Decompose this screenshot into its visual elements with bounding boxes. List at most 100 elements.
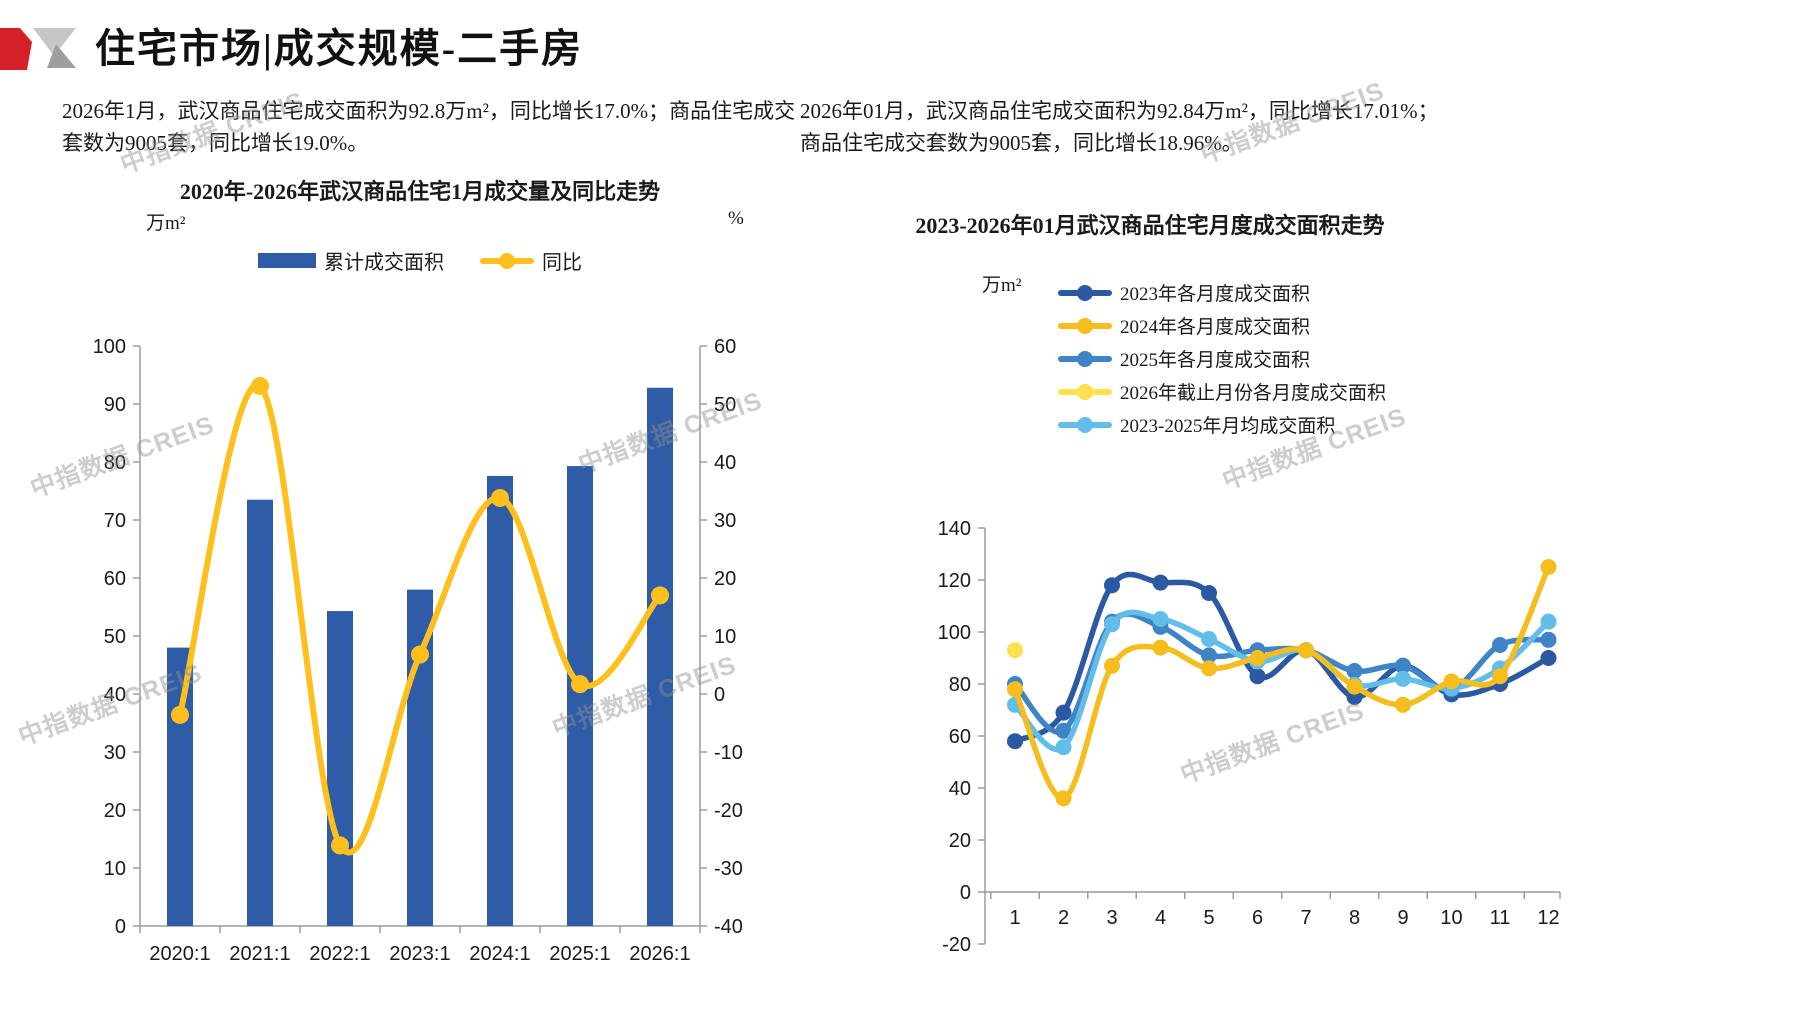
line-legend-marker-icon [1058,284,1112,301]
series-data-point [1249,668,1266,685]
month-label: 6 [1252,907,1263,929]
series-data-point [1104,616,1120,633]
legend-label: 同比 [542,252,582,274]
series-data-point [1007,681,1023,698]
series-data-point [1201,660,1217,677]
left-chart-unit-right: % [728,208,744,229]
page-title: 住宅市场|成交规模-二手房 [95,26,584,71]
category-label: 2021:1 [229,943,290,965]
bar [167,647,193,926]
bar [567,466,593,926]
bar [327,611,353,926]
month-label: 9 [1397,907,1408,929]
month-label: 12 [1537,907,1559,929]
right-chart-legend: 2023年各月度成交面积 2024年各月度成交面积 2025年各月度成交面积 2… [1058,282,1386,437]
legend-item-2026: 2026年截止月份各月度成交面积 [1058,381,1386,404]
series-data-point [1104,577,1120,594]
left-axis-tick-label: 20 [104,800,126,822]
series-data-point [1249,650,1266,666]
series-data-point [1443,673,1460,690]
yoy-data-point [571,675,589,694]
line-legend-marker-icon [1058,317,1112,334]
left-axis-tick-label: 0 [115,916,126,938]
legend-item-avg: 2023-2025年月均成交面积 [1058,414,1336,437]
month-label: 10 [1440,907,1462,929]
right-axis-tick-label: -30 [714,858,743,880]
right-axis-tick-label: 50 [714,394,736,416]
month-label: 11 [1490,907,1511,929]
line-legend-marker-icon [480,252,534,269]
series-data-point [1201,647,1217,664]
right-axis-tick-label: -40 [714,916,743,938]
bar-legend-marker-icon [258,253,316,268]
series-data-point [1540,631,1557,648]
bar [647,387,673,926]
series-data-point [1152,574,1169,591]
left-axis-tick-label: 30 [104,742,126,764]
series-data-point [1007,733,1023,750]
summary-paragraph-right: 2026年01月，武汉商品住宅成交面积为92.84万m²，同比增长17.01%；… [800,99,1439,155]
month-label: 2 [1058,907,1069,929]
left-axis-tick-label: 80 [104,452,126,474]
series-data-point [1055,739,1072,756]
y-axis-tick-label: 120 [938,570,971,592]
bar [487,475,513,926]
yoy-data-point [171,705,189,724]
series-data-point [1492,637,1508,653]
right-axis-tick-label: 40 [714,452,736,474]
series-data-point [1201,631,1217,648]
series-data-point [1055,704,1072,721]
y-axis-tick-label: 100 [938,622,971,644]
right-axis-tick-label: 10 [714,626,736,648]
month-label: 7 [1300,907,1311,929]
month-label: 4 [1155,907,1166,929]
series-line [1012,564,1552,802]
category-label: 2023:1 [389,943,450,965]
month-label: 5 [1203,907,1214,929]
left-axis-tick-label: 70 [104,510,126,532]
legend-item-area: 累计成交面积 [258,246,444,275]
series-data-point [1492,668,1508,685]
series-data-point [1346,678,1363,695]
legend-label: 2024年各月度成交面积 [1120,317,1311,338]
series-data-point [1540,559,1557,575]
right-axis-tick-label: 20 [714,568,736,590]
y-axis-tick-label: 0 [960,882,971,904]
series-data-point [1152,611,1169,627]
left-axis-tick-label: 90 [104,394,126,416]
line-legend-marker-icon [1058,416,1112,433]
bar [247,499,273,926]
legend-item-2023: 2023年各月度成交面积 [1058,282,1311,305]
left-chart-svg: 0 10 20 30 40 50 60 70 80 90 100 -40 -30 -20 -10 0 10 20 3… [93,336,743,965]
y-axis-tick-label: 20 [949,830,971,852]
y-axis-tick-label: 40 [949,778,971,800]
yoy-data-point [251,377,269,396]
yoy-data-point [491,488,509,507]
legend-item-2025: 2025年各月度成交面积 [1058,348,1311,371]
left-axis-tick-label: 100 [93,336,126,358]
right-chart-unit: 万m² [982,275,1022,296]
left-axis-tick-label: 50 [104,626,126,648]
legend-label: 2023-2025年月均成交面积 [1120,416,1336,437]
series-data-point [1055,722,1072,739]
left-axis-tick-label: 10 [104,858,126,880]
series-data-point [1007,642,1023,659]
series-data-point [1201,585,1217,601]
left-chart-legend: 累计成交面积 同比 [40,246,800,275]
summary-paragraph-left: 2026年1月，武汉商品住宅成交面积为92.8万m²，同比增长17.0%；商品住… [62,99,796,155]
legend-label: 2023年各月度成交面积 [1120,284,1311,305]
left-axis-tick-label: 60 [104,568,126,590]
left-chart-unit-left: 万m² [146,213,186,234]
category-label: 2026:1 [629,943,690,965]
legend-label: 2025年各月度成交面积 [1120,350,1311,371]
y-axis-tick-label: -20 [942,934,971,956]
series-data-point [1104,657,1120,674]
category-label: 2025:1 [549,943,610,965]
month-label: 3 [1106,907,1117,929]
creis-logo-icon [0,28,76,70]
series-data-point [1540,650,1557,666]
line-legend-marker-icon [1058,383,1112,400]
series-data-point [1346,663,1363,679]
month-label: 1 [1009,907,1020,929]
